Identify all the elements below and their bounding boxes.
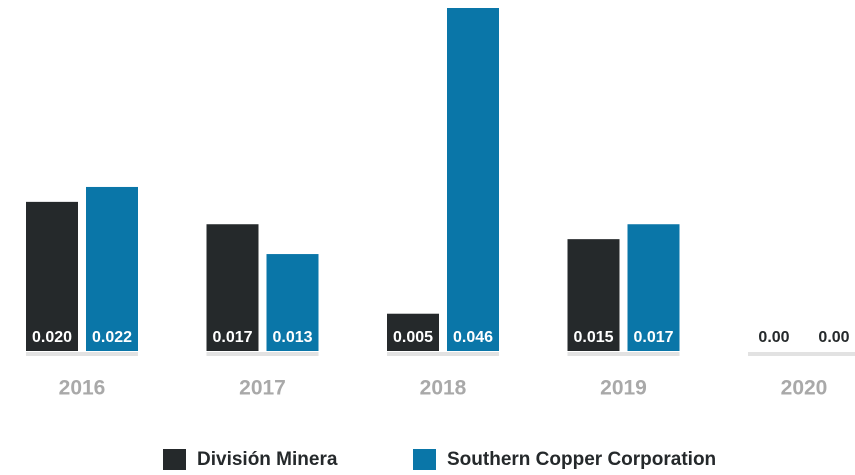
value-label: 0.017: [212, 329, 252, 346]
x-tick-label: 2020: [781, 377, 828, 400]
bar: [387, 313, 439, 351]
bar: [567, 239, 620, 351]
bar: [627, 224, 680, 351]
value-label: 0.00: [758, 329, 789, 346]
value-label: 0.046: [453, 329, 493, 346]
bar: [447, 8, 499, 351]
legend-swatch: [163, 449, 186, 470]
legend-label: Southern Copper Corporation: [447, 449, 716, 470]
value-label: 0.013: [272, 329, 312, 346]
bar: [26, 201, 78, 351]
x-tick-label: 2018: [420, 377, 467, 400]
value-label: 0.00: [818, 329, 849, 346]
value-label: 0.015: [573, 329, 613, 346]
legend-swatch: [413, 449, 436, 470]
value-label: 0.017: [633, 329, 673, 346]
value-label: 0.022: [92, 329, 132, 346]
x-tick-label: 2016: [59, 377, 106, 400]
value-label: 0.020: [32, 329, 72, 346]
bar: [206, 224, 259, 351]
bar: [86, 186, 138, 351]
legend-label: División Minera: [197, 449, 338, 470]
value-label: 0.005: [393, 329, 433, 346]
x-tick-label: 2017: [239, 377, 286, 400]
bar: [266, 254, 319, 351]
x-tick-label: 2019: [600, 377, 647, 400]
